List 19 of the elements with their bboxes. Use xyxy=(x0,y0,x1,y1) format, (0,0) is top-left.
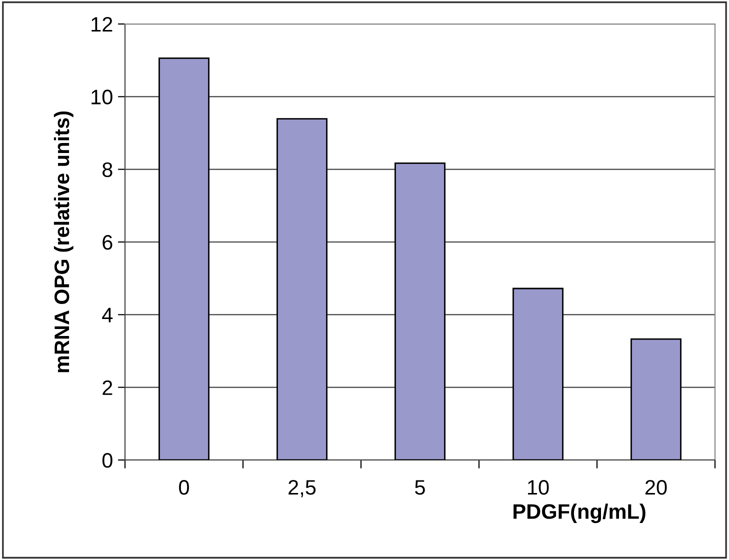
y-tick-label: 4 xyxy=(102,308,113,322)
x-tick-label: 20 xyxy=(645,480,667,495)
y-tick-label: 0 xyxy=(102,453,112,468)
y-tick-label: 8 xyxy=(102,162,112,178)
y-axis-title: mRNA OPG (relative units) xyxy=(54,111,74,372)
bar xyxy=(276,118,328,460)
x-tick-label: 10 xyxy=(528,480,549,495)
y-tick-label: 12 xyxy=(92,17,112,32)
y-tick-label: 6 xyxy=(102,235,112,250)
bar xyxy=(394,162,446,460)
x-tick-label: 5 xyxy=(415,480,425,495)
x-tick-label: 2,5 xyxy=(288,480,316,498)
bar xyxy=(630,338,682,460)
x-axis-title: PDGF(ng/mL) xyxy=(514,504,646,524)
y-tick-label: 2 xyxy=(102,380,112,395)
x-tick-label: 0 xyxy=(179,480,189,495)
y-tick-label: 10 xyxy=(92,90,112,104)
bar xyxy=(158,57,210,460)
bar xyxy=(512,288,564,460)
